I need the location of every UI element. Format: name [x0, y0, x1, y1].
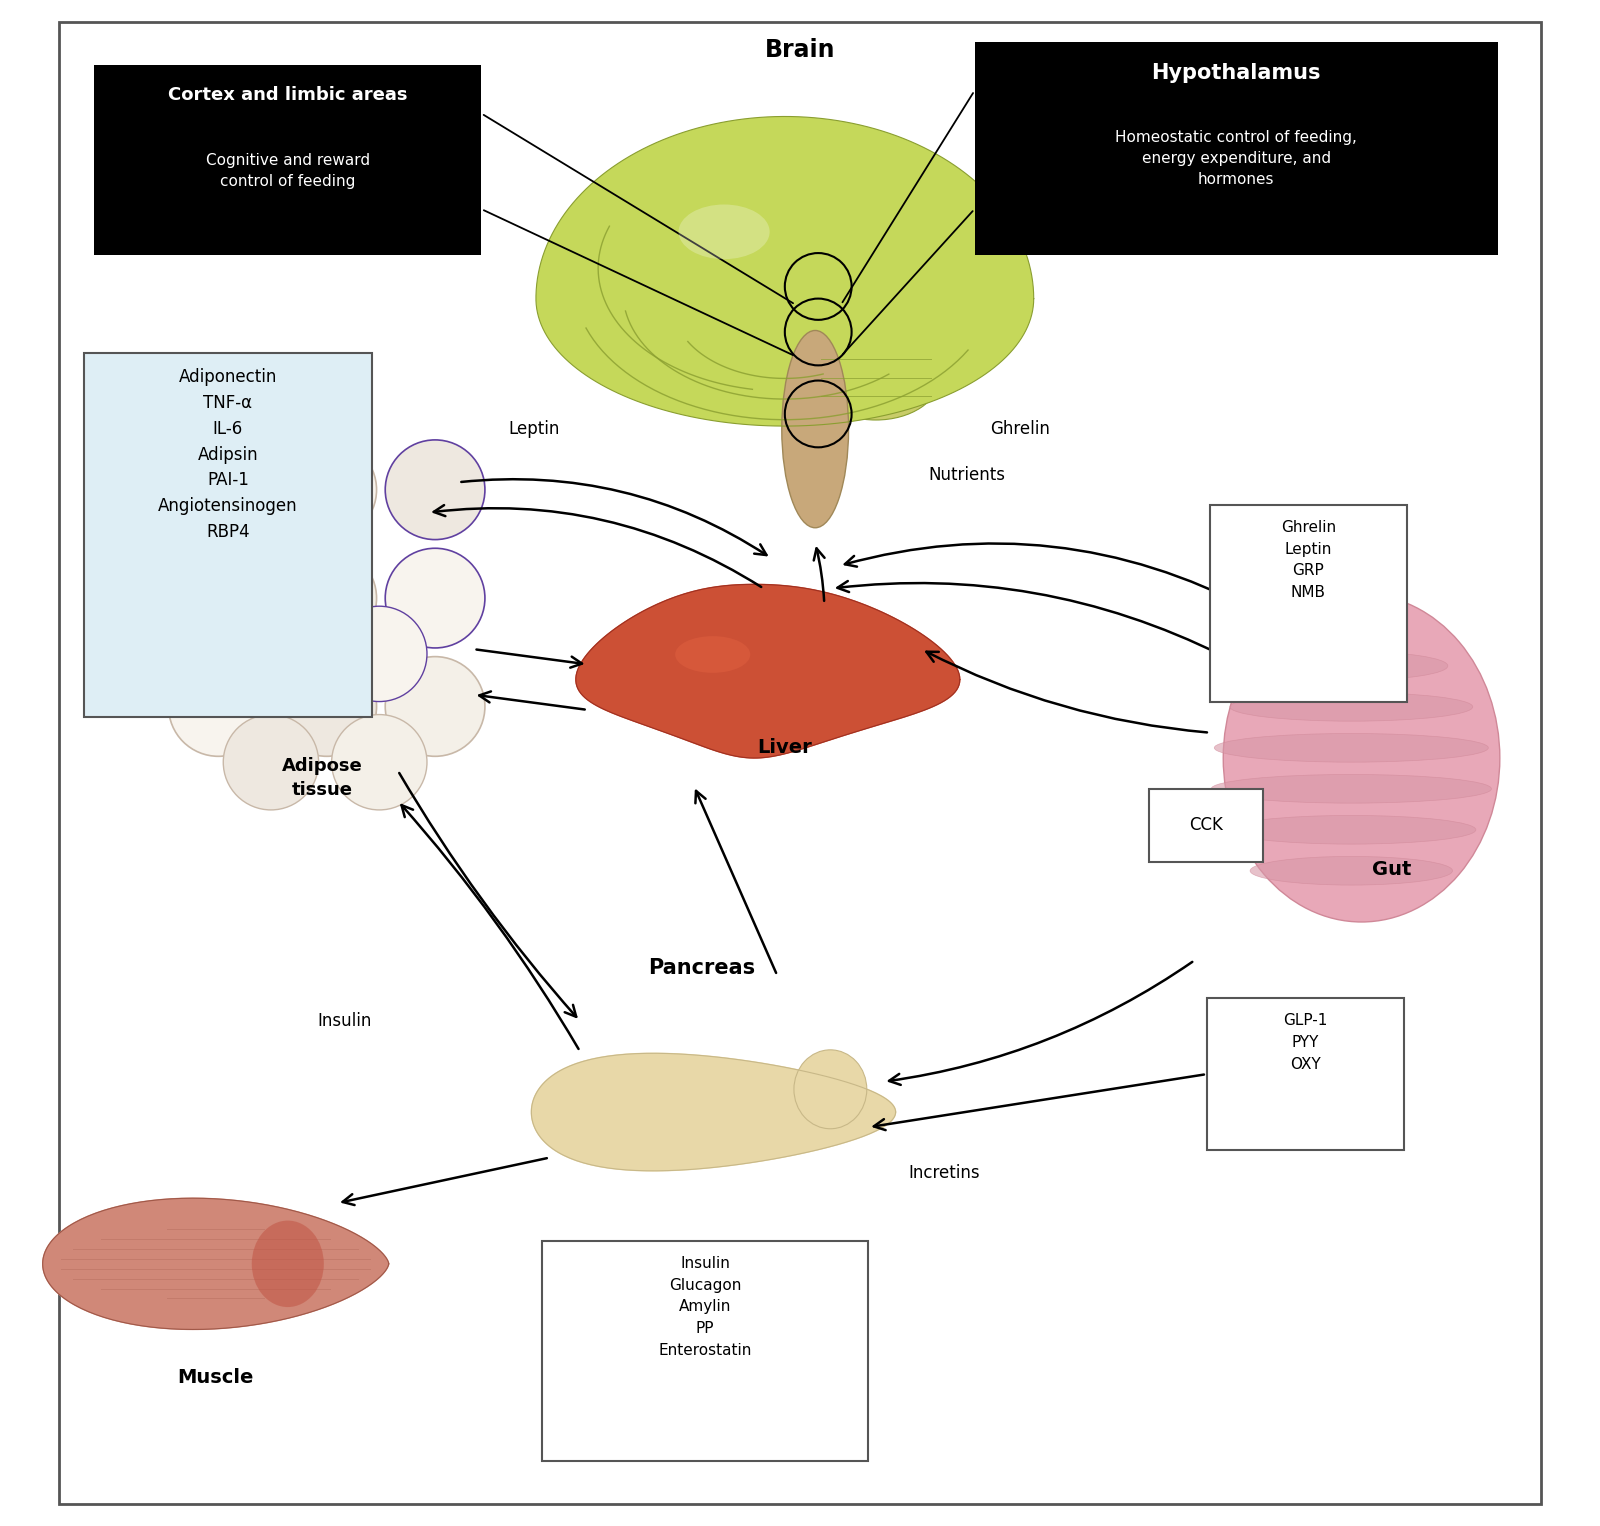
Text: Muscle: Muscle — [178, 1369, 254, 1387]
Text: Adipose
tissue: Adipose tissue — [282, 757, 362, 800]
Text: Homeostatic control of feeding,
energy expenditure, and
hormones: Homeostatic control of feeding, energy e… — [1115, 130, 1357, 188]
Text: CCK: CCK — [1189, 816, 1222, 835]
Polygon shape — [531, 1053, 896, 1170]
Text: Cognitive and reward
control of feeding: Cognitive and reward control of feeding — [206, 153, 370, 189]
Ellipse shape — [794, 1050, 867, 1129]
Ellipse shape — [1224, 594, 1499, 922]
Polygon shape — [576, 584, 960, 758]
Text: Incretins: Incretins — [909, 1164, 979, 1181]
Polygon shape — [43, 1198, 389, 1329]
Text: Adiponectin
TNF-α
IL-6
Adipsin
PAI-1
Angiotensinogen
RBP4: Adiponectin TNF-α IL-6 Adipsin PAI-1 Ang… — [158, 368, 298, 540]
Text: Pancreas: Pancreas — [648, 958, 755, 978]
Ellipse shape — [168, 439, 269, 540]
Ellipse shape — [1251, 554, 1398, 656]
Text: GLP-1
PYY
OXY: GLP-1 PYY OXY — [1283, 1013, 1328, 1071]
Ellipse shape — [386, 548, 485, 649]
FancyBboxPatch shape — [974, 43, 1498, 255]
FancyBboxPatch shape — [94, 66, 482, 255]
Text: Insulin: Insulin — [317, 1012, 371, 1030]
Text: Insulin
Glucagon
Amylin
PP
Enterostatin: Insulin Glucagon Amylin PP Enterostatin — [659, 1256, 752, 1358]
Ellipse shape — [1254, 652, 1448, 681]
Ellipse shape — [168, 656, 269, 757]
Text: Hypothalamus: Hypothalamus — [1152, 64, 1322, 84]
FancyBboxPatch shape — [542, 1241, 869, 1460]
Ellipse shape — [224, 606, 318, 702]
Polygon shape — [536, 116, 1034, 426]
FancyBboxPatch shape — [1206, 998, 1405, 1151]
Ellipse shape — [1211, 775, 1491, 803]
Ellipse shape — [251, 1221, 323, 1308]
FancyBboxPatch shape — [59, 23, 1541, 1503]
FancyBboxPatch shape — [83, 353, 373, 717]
Text: Liver: Liver — [757, 739, 813, 757]
Text: Gut: Gut — [1373, 859, 1411, 879]
Ellipse shape — [678, 204, 770, 259]
Ellipse shape — [168, 548, 269, 649]
Ellipse shape — [224, 714, 318, 810]
FancyBboxPatch shape — [1210, 505, 1406, 702]
Ellipse shape — [331, 714, 427, 810]
Ellipse shape — [782, 331, 848, 528]
Ellipse shape — [277, 548, 376, 649]
Ellipse shape — [675, 636, 750, 673]
Text: Ghrelin: Ghrelin — [990, 420, 1050, 438]
Text: Leptin: Leptin — [509, 420, 560, 438]
Ellipse shape — [331, 606, 427, 702]
Ellipse shape — [813, 336, 939, 420]
Ellipse shape — [1230, 693, 1472, 722]
Ellipse shape — [1214, 734, 1488, 761]
Ellipse shape — [1227, 815, 1475, 844]
Ellipse shape — [386, 656, 485, 757]
Text: Nutrients: Nutrients — [928, 465, 1005, 484]
Text: Ghrelin
Leptin
GRP
NMB: Ghrelin Leptin GRP NMB — [1282, 520, 1336, 600]
Ellipse shape — [277, 656, 376, 757]
FancyBboxPatch shape — [1149, 789, 1262, 862]
Ellipse shape — [1250, 856, 1453, 885]
Ellipse shape — [386, 439, 485, 540]
Text: Brain: Brain — [765, 38, 835, 61]
Text: Cortex and limbic areas: Cortex and limbic areas — [168, 85, 408, 104]
Ellipse shape — [277, 439, 376, 540]
